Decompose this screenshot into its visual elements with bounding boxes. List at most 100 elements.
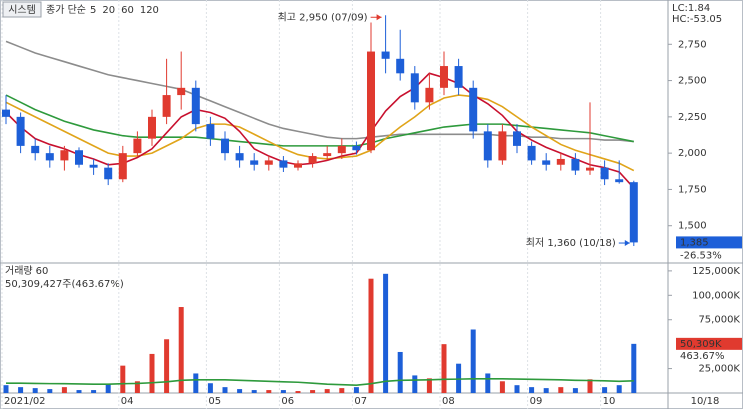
candle-body	[118, 153, 127, 180]
candle-body	[396, 58, 405, 74]
volume-bar	[383, 273, 389, 393]
y-tick-label: 100,000K	[692, 290, 740, 301]
legend-entry: 5	[90, 5, 96, 16]
candle-body	[367, 51, 375, 151]
volume-bar	[310, 390, 316, 393]
volume-bar	[3, 385, 9, 393]
annotation-text: 최저 1,360 (10/18)	[526, 237, 616, 249]
candle-body	[75, 150, 83, 165]
volume-bar	[222, 387, 228, 393]
annotation-text: 최고 2,950 (07/09)	[278, 11, 368, 23]
volume-bar	[237, 389, 243, 393]
system-button[interactable]	[2, 1, 42, 18]
moving-average	[5, 94, 634, 147]
annotation-arrowhead	[624, 240, 630, 247]
volume-bar	[587, 379, 593, 393]
candle-body	[250, 160, 259, 165]
y-tick-label: 2,500	[678, 76, 707, 87]
volume-bar	[543, 388, 549, 393]
candle-body	[323, 153, 332, 157]
x-tick-label: 08	[442, 396, 455, 407]
system-button-label[interactable]: 시스템	[8, 4, 36, 16]
x-tick-label: 09	[530, 396, 543, 407]
volume-bar	[426, 378, 432, 393]
volume-bar	[339, 388, 345, 393]
last-volume-label: 50,309K	[680, 339, 722, 350]
candle-body	[162, 95, 171, 117]
volume-bar	[499, 381, 505, 393]
volume-bar	[149, 353, 155, 393]
legend-entry: 120	[140, 5, 159, 16]
candle-body	[483, 131, 492, 161]
candle-body	[469, 87, 478, 132]
candle-body	[31, 145, 40, 154]
candle-body	[206, 124, 215, 139]
y-tick-label: 2,250	[678, 112, 707, 123]
hc-indicator: HC:-53.05	[672, 14, 722, 25]
x-tick-label: 2021/02	[4, 396, 46, 407]
x-tick-label: 06	[281, 396, 294, 407]
volume-title: 거래량	[5, 265, 33, 277]
candle-body	[104, 167, 113, 180]
candle-body	[264, 160, 273, 165]
volume-bar	[61, 387, 67, 393]
candle-body	[352, 145, 361, 151]
candle-body	[571, 158, 580, 171]
candle-body	[556, 158, 565, 165]
candle-body	[440, 66, 448, 88]
volume-ratio-label: 463.67%	[680, 351, 725, 362]
volume-bar	[441, 344, 447, 393]
volume-bar	[602, 387, 608, 393]
volume-bar	[105, 384, 111, 393]
volume-bar	[616, 385, 622, 393]
annotation-arrowhead	[376, 14, 382, 21]
y-tick-label: 1,500	[678, 221, 707, 232]
x-tick-label: 10	[603, 396, 616, 407]
volume-bar	[76, 390, 82, 393]
volume-bar	[353, 387, 359, 393]
volume-bar	[295, 391, 301, 393]
legend-entry: 60	[36, 266, 49, 277]
volume-bar	[164, 339, 170, 393]
candle-body	[294, 163, 302, 168]
moving-average	[5, 72, 635, 189]
candle-body	[425, 87, 434, 103]
volume-bar	[324, 389, 330, 393]
candle-body	[177, 87, 186, 96]
x-tick-label: 04	[121, 396, 134, 407]
candle-body	[527, 145, 536, 161]
candle-body	[542, 160, 551, 165]
candle-body	[498, 131, 507, 161]
volume-bar	[266, 390, 272, 393]
volume-bar	[18, 387, 24, 393]
candle-body	[16, 116, 25, 146]
volume-bar	[193, 373, 199, 393]
volume-bar	[47, 389, 53, 393]
y-tick-label: 75,000K	[698, 315, 740, 326]
y-tick-label: 125,000K	[692, 266, 740, 277]
last-volume-box	[676, 337, 742, 350]
candle-body	[221, 138, 229, 154]
candle-body	[133, 138, 142, 154]
volume-summary: 50,309,427주(463.67%)	[5, 279, 124, 290]
volume-bar	[572, 388, 578, 393]
candle-body	[45, 153, 54, 161]
candle-body	[600, 167, 609, 180]
last-date: 10/18	[691, 396, 720, 407]
volume-bar	[529, 387, 535, 393]
lc-indicator: LC:1.84	[672, 3, 710, 14]
legend-entry: 60	[121, 5, 134, 16]
volume-ma	[6, 378, 634, 386]
volume-bar	[91, 390, 97, 393]
x-tick-label: 05	[208, 396, 221, 407]
candle-body	[410, 73, 419, 103]
moving-average	[5, 40, 634, 143]
volume-bar	[207, 383, 213, 393]
candle-body	[235, 153, 244, 161]
volume-bar	[397, 351, 403, 393]
volume-bar	[485, 373, 491, 393]
change-label: -26.53%	[680, 250, 722, 261]
volume-bar	[514, 385, 520, 393]
candle-body	[513, 131, 521, 146]
